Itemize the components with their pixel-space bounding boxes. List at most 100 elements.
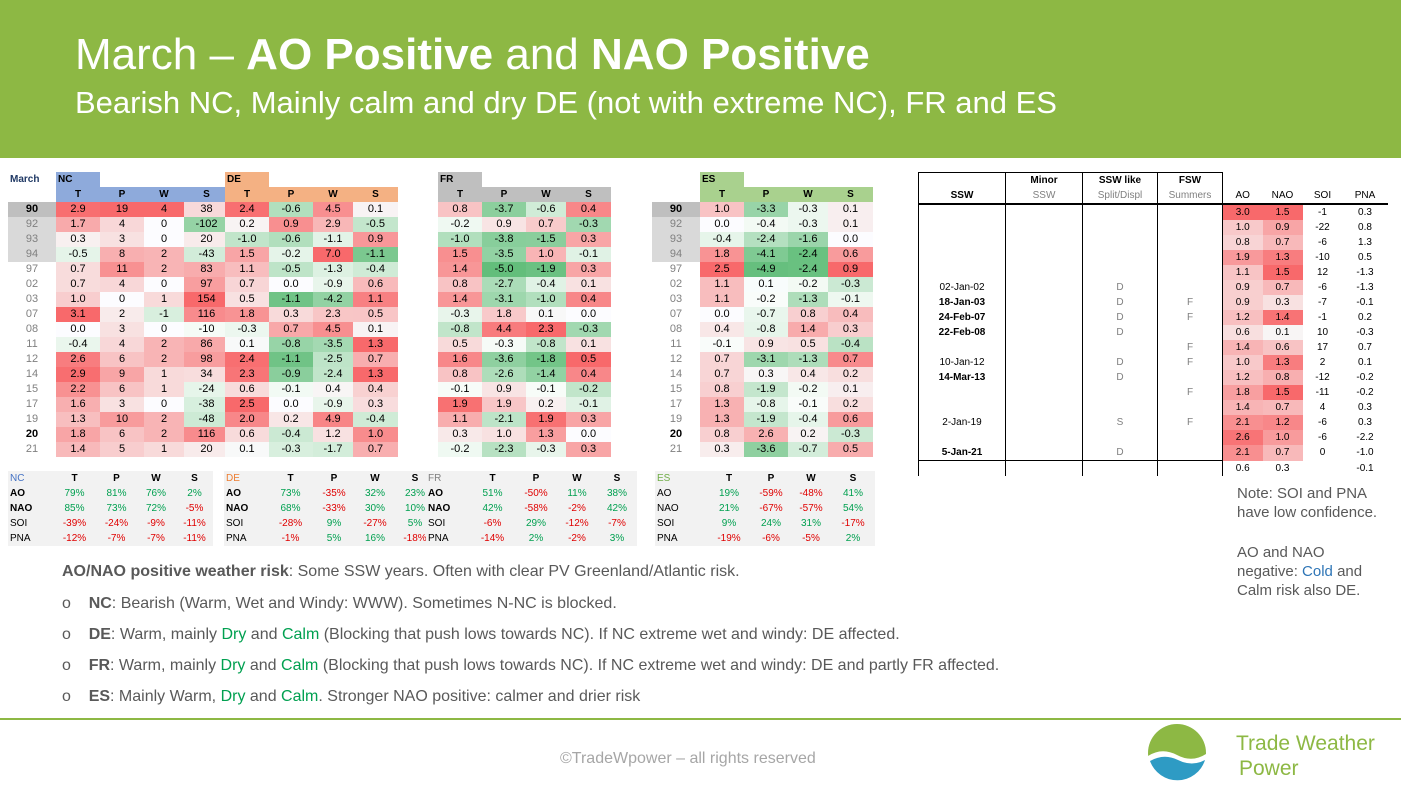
year-cell: 15 [25,383,39,395]
corr-value: -35% [313,486,355,501]
value-cell: -1.3 [788,292,828,307]
header-row: FR [438,172,611,187]
ssw-cell [1157,265,1223,280]
value-cell: -0.2 [566,382,611,397]
value-cell: 34 [184,367,229,382]
value-cell: -0.1 [700,337,744,352]
year-cell: 12 [25,353,39,365]
value-cell: 0.3 [438,427,482,442]
value-cell: 0.7 [526,217,566,232]
value-cell: 0.3 [566,412,611,427]
column-header: W [788,187,828,202]
value-cell: 0 [100,292,144,307]
corr-row: AO 19% -59% -48% 41% [655,486,875,501]
year-cell: 19 [669,413,683,425]
value-cell: -1.1 [313,232,353,247]
ssw-cell [1005,310,1083,325]
calm-word: Calm [281,626,320,643]
value-cell: 1.6 [438,352,482,367]
value-cell: 2 [144,352,184,367]
title-prefix: March – [75,30,247,79]
index-cell: -6 [1318,417,1327,428]
value-cell: -0.4 [526,277,566,292]
value-cell: -0.4 [744,217,788,232]
index-cell: 1.3 [1262,250,1303,265]
ssw-cell [1082,400,1158,415]
value-cell: -0.5 [269,262,313,277]
index-cell [1303,461,1343,476]
corr-value: -2% [557,531,597,546]
value-cell: 0 [144,277,184,292]
ssw-cell [1157,460,1223,476]
header-empty [526,172,566,187]
value-cell: -2.6 [482,367,526,382]
ssw-cell [1082,385,1158,400]
value-cell: -0.4 [828,337,873,352]
value-cell: 2.3 [313,307,353,322]
table-row: 03 1.0 0 1 154 [8,292,229,307]
ssw-row: 0.8 0.7 -6 1.3 [918,235,1388,250]
value-cell: 0.6 [353,277,398,292]
ssw-cell: D [1082,370,1158,385]
year-cell: 92 [652,217,700,232]
corr-col-header: S [176,471,213,486]
year-cell: 97 [669,263,683,275]
index-cell: -1 [1318,312,1327,323]
corr-value: 23% [395,486,435,501]
footer-divider [0,718,1401,720]
value-cell: 1.1 [438,412,482,427]
corr-value: 31% [791,516,831,531]
table-row: 1.5 -0.2 7.0 -1.1 [225,247,398,262]
ssw-header: SSW [1005,188,1083,205]
index-cell: 1.0 [1222,355,1263,370]
index-cell: 1.2 [1222,370,1263,385]
corr-value: 24% [751,516,791,531]
table-row: -1.0 -3.8 -1.5 0.3 [438,232,611,247]
value-cell: 1.0 [482,427,526,442]
value-cell: -1 [144,307,184,322]
value-cell: -0.5 [353,217,398,232]
ssw-cell: 18-Jan-03 [918,295,1006,310]
ssw-header-row: SSW SSW Split/Displ Summers AO NAO SOI PNA [918,188,1388,205]
year-cell: 93 [8,232,56,247]
value-cell: 0.3 [744,367,788,382]
index-cell: -0.3 [1356,327,1374,338]
value-cell: 98 [184,352,229,367]
column-header: T [225,187,269,202]
value-cell: -1.3 [313,262,353,277]
corr-value: -9% [136,516,176,531]
value-cell: -1.7 [313,442,353,457]
corr-value: -59% [751,486,791,501]
header-empty [184,172,229,187]
ssw-cell [1005,445,1083,461]
corr-value: -7% [597,516,637,531]
ssw-cell: 2-Jan-19 [918,415,1006,430]
table-row: 90 2.9 19 4 38 [8,202,229,217]
index-cell: 0.9 [1222,295,1263,310]
value-cell: 3 [100,397,144,412]
corr-col-header: T [52,471,97,486]
ssw-cell [1005,204,1083,220]
value-cell: -4.2 [313,292,353,307]
column-header: T [56,187,100,202]
corr-value: 54% [831,501,875,516]
table-row: 93 0.3 3 0 20 [8,232,229,247]
value-cell: 0.4 [788,367,828,382]
value-cell: 0.9 [828,262,873,277]
value-cell: -0.3 [269,442,313,457]
value-cell: 2 [144,337,184,352]
bullet-text: and [245,688,282,705]
corr-value: 73% [97,501,136,516]
table-row: 19 1.3 10 2 -48 [8,412,229,427]
title-mid: and [493,30,592,79]
value-cell: -0.1 [566,247,611,262]
corr-row: AO 79% 81% 76% 2% [8,486,213,501]
bullet-text: : Mainly Warm, [110,688,221,705]
ssw-cell: 5-Jan-21 [918,445,1006,461]
ssw-cell: 24-Feb-07 [918,310,1006,325]
ssw-cell [1157,204,1223,220]
header-row: ES [652,172,873,187]
value-cell: 0.8 [438,277,482,292]
value-cell: -0.6 [526,202,566,217]
